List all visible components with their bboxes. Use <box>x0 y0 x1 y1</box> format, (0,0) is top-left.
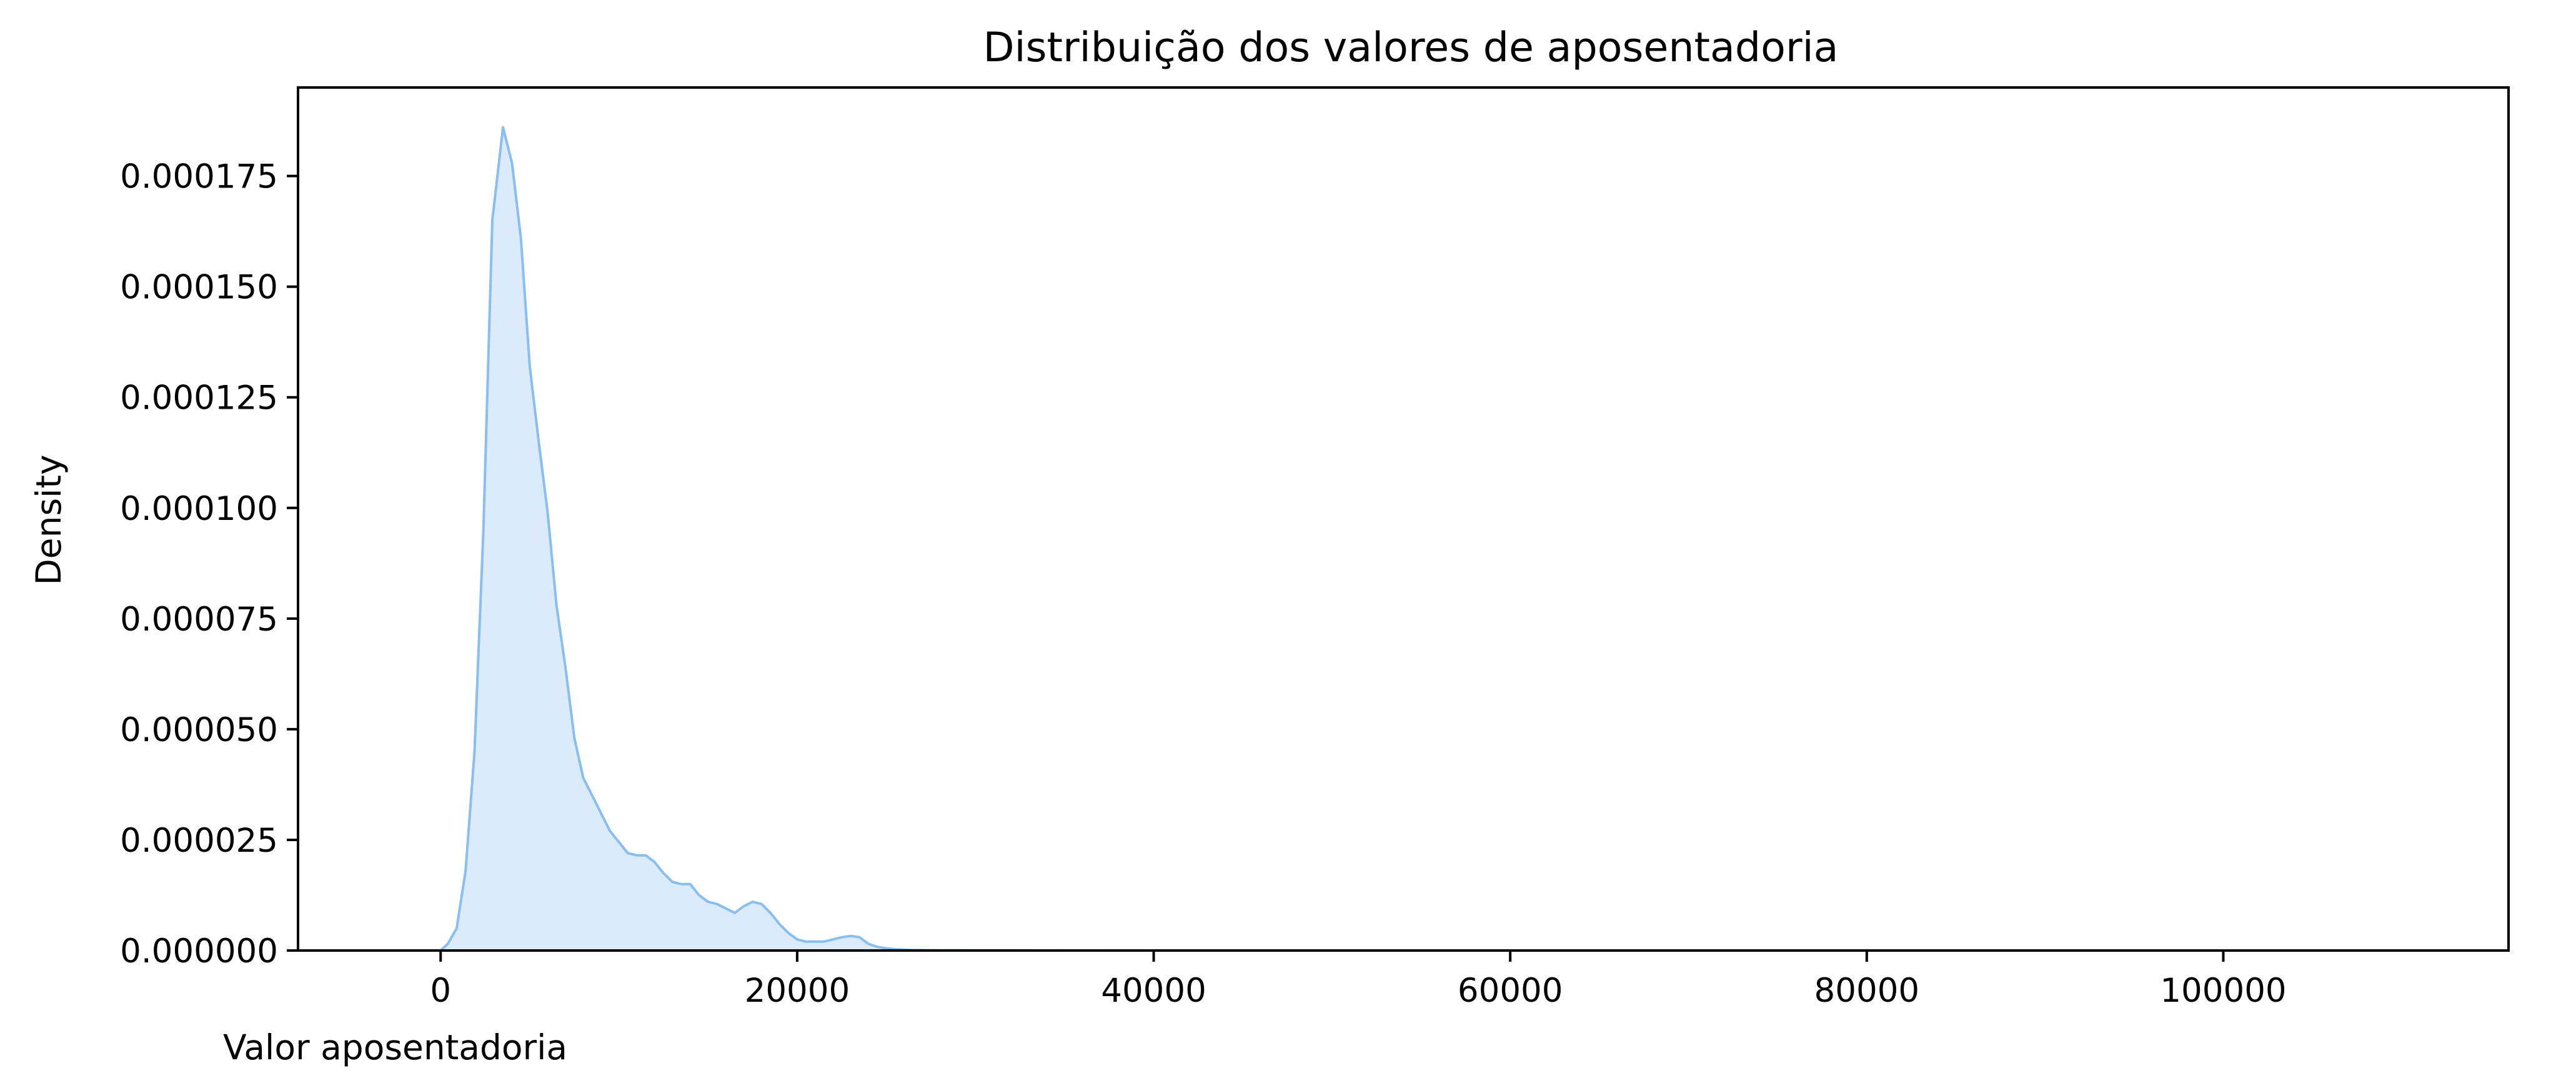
x-tick-label: 100000 <box>2160 972 2286 1010</box>
x-axis-label: Valor aposentadoria <box>223 1027 567 1067</box>
y-tick-label: 0.000125 <box>120 379 278 417</box>
plot-frame <box>297 86 2510 952</box>
x-tick-label: 60000 <box>1458 972 1563 1010</box>
y-tick-label: 0.000050 <box>120 711 278 749</box>
x-tick-label: 20000 <box>745 972 850 1010</box>
density-line <box>439 126 2402 952</box>
y-tick-label: 0.000000 <box>120 932 278 971</box>
y-tick-label: 0.000025 <box>120 822 278 860</box>
chart-title: Distribuição dos valores de aposentadori… <box>983 24 1838 71</box>
x-tick-label: 0 <box>430 972 451 1010</box>
y-tick-label: 0.000150 <box>120 269 278 307</box>
density-area <box>440 127 2402 951</box>
y-axis-label: Density <box>29 454 69 585</box>
x-axis: 0 20000 40000 60000 80000 100000 <box>430 951 2287 1010</box>
y-tick-label: 0.000175 <box>120 158 278 196</box>
y-tick-label: 0.000100 <box>120 490 278 528</box>
y-tick-label: 0.000075 <box>120 601 278 639</box>
y-axis: 0.000000 0.000025 0.000050 0.000075 0.000100… <box>120 158 298 971</box>
x-tick-label: 80000 <box>1814 972 1920 1010</box>
x-tick-label: 40000 <box>1101 972 1206 1010</box>
